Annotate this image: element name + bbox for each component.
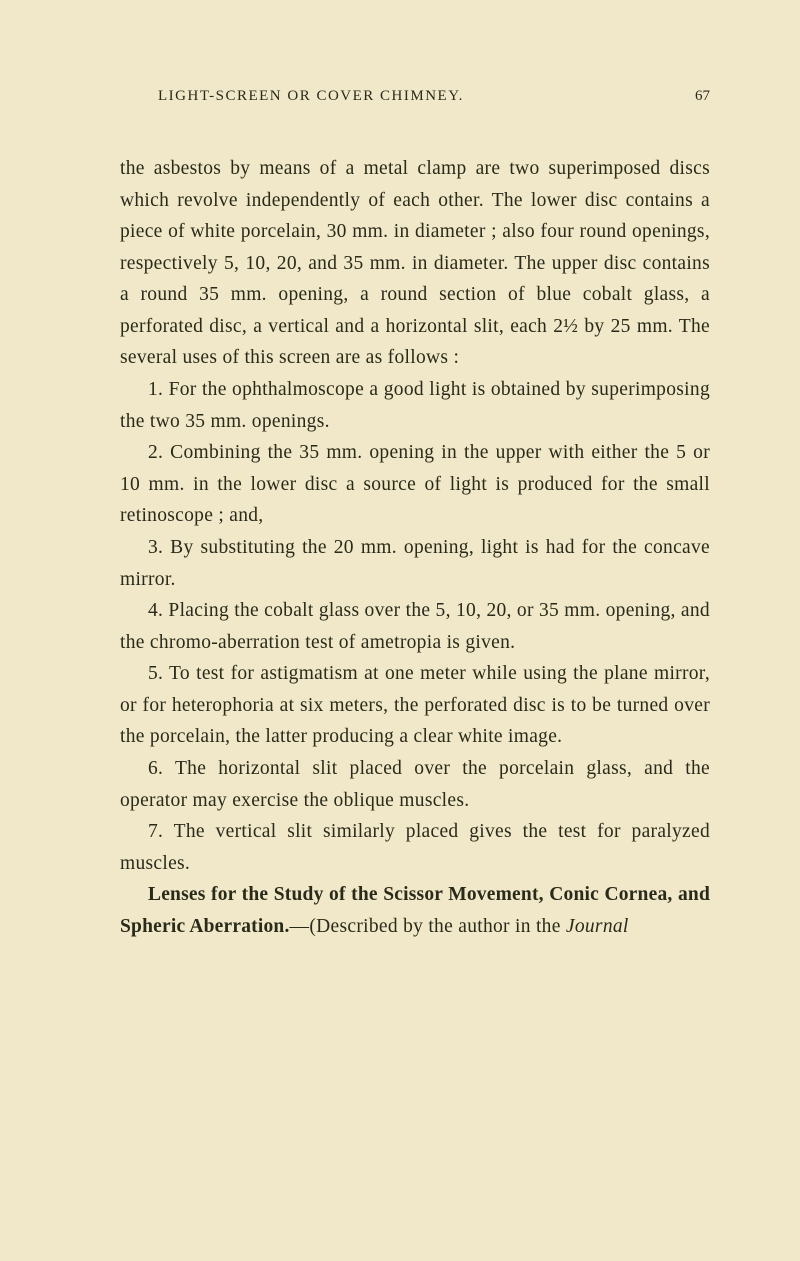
paragraph-item-5: 5. To test for astigmatism at one meter … (120, 658, 710, 753)
paragraph-item-3: 3. By substituting the 20 mm. opening, l… (120, 532, 710, 595)
paragraph-intro: the asbestos by means of a metal clamp a… (120, 153, 710, 374)
paragraph-item-2: 2. Combining the 35 mm. opening in the u… (120, 437, 710, 532)
section-heading-rest: —(Described by the author in the (290, 916, 566, 937)
page-number: 67 (695, 88, 710, 105)
paragraph-item-1: 1. For the ophthalmoscope a good light i… (120, 374, 710, 437)
paragraph-item-4: 4. Placing the cobalt glass over the 5, … (120, 595, 710, 658)
page-header: LIGHT-SCREEN OR COVER CHIMNEY. 67 (120, 88, 710, 105)
paragraph-section: Lenses for the Study of the Scissor Move… (120, 879, 710, 942)
body-text: the asbestos by means of a metal clamp a… (120, 153, 710, 942)
journal-title-italic: Journal (566, 916, 629, 937)
paragraph-item-7: 7. The vertical slit similarly placed gi… (120, 816, 710, 879)
running-title: LIGHT-SCREEN OR COVER CHIMNEY. (158, 88, 464, 105)
paragraph-item-6: 6. The horizontal slit placed over the p… (120, 753, 710, 816)
